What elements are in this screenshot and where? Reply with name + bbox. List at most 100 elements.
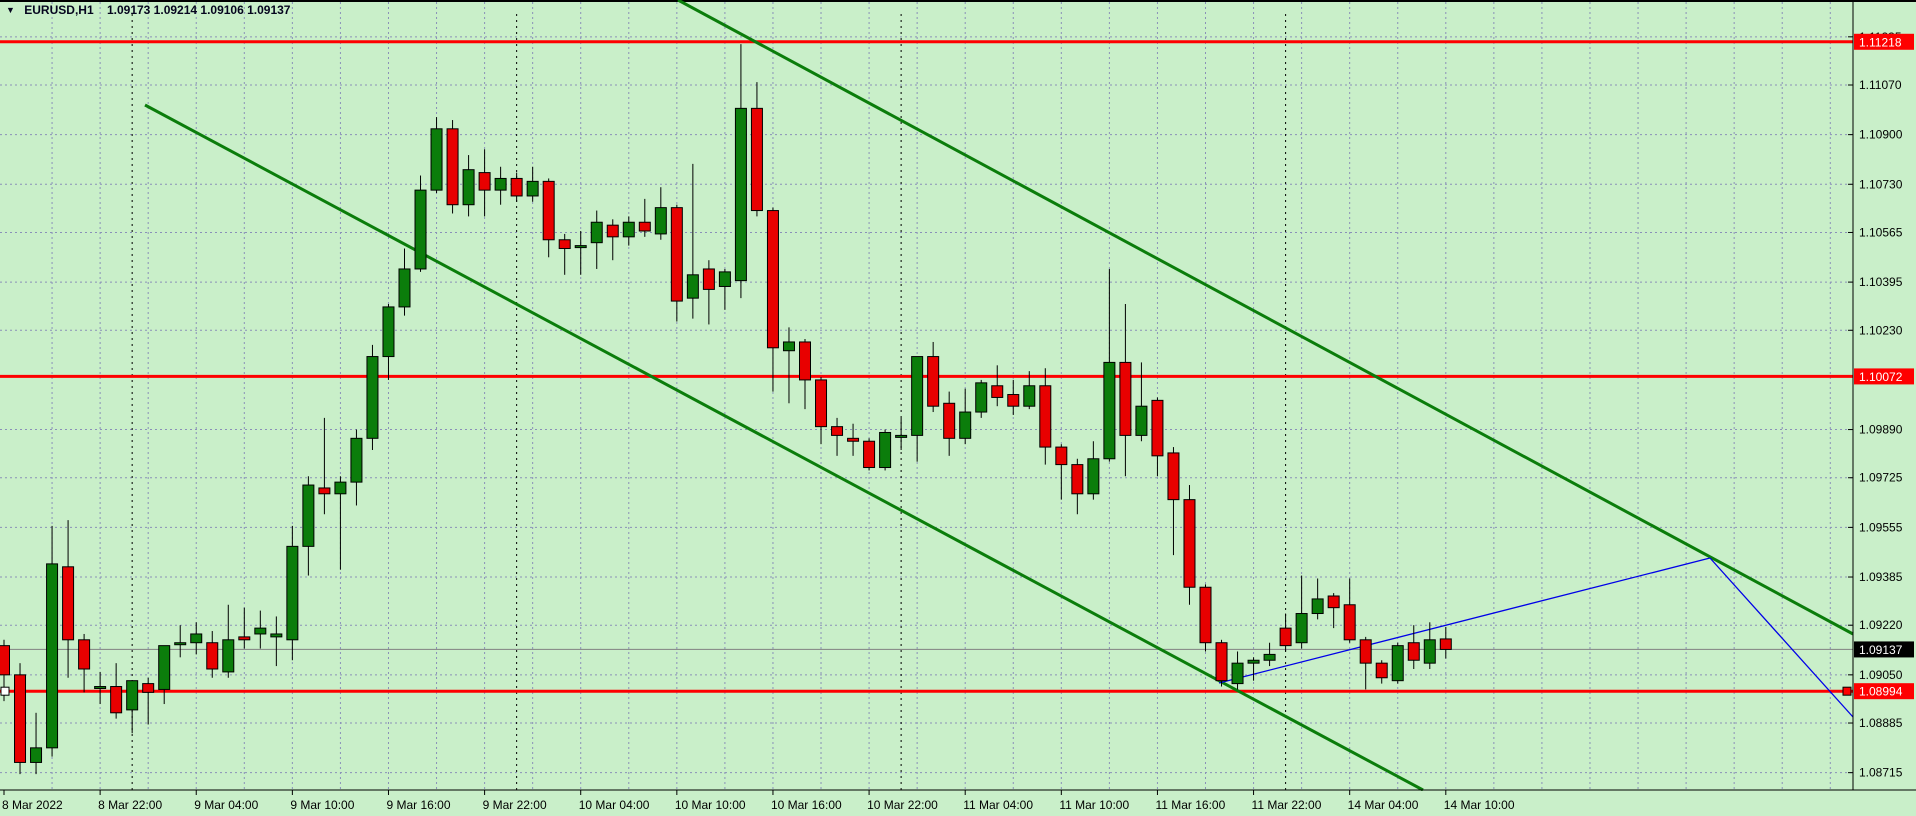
candle-bearish xyxy=(1119,361,1132,436)
candle-bullish xyxy=(1263,653,1276,661)
red-level-label-box[interactable] xyxy=(1854,368,1914,385)
time-axis-label: 8 Mar 2022 xyxy=(2,798,63,812)
candle-bullish xyxy=(526,180,539,197)
candle-bearish xyxy=(638,221,651,232)
candle-bearish xyxy=(1407,642,1420,661)
candle-bearish xyxy=(1071,464,1084,495)
candle-bullish xyxy=(286,545,299,641)
candle-bearish xyxy=(1343,604,1356,641)
candle-bearish xyxy=(863,440,876,469)
time-axis-label: 9 Mar 10:00 xyxy=(290,798,354,812)
dropdown-arrow-icon[interactable]: ▼ xyxy=(6,5,15,15)
candle-bearish xyxy=(542,180,555,241)
candle-bullish xyxy=(270,633,283,638)
hline-left-handle[interactable] xyxy=(0,686,10,696)
candle-bullish xyxy=(334,481,347,495)
hline-right-handle[interactable] xyxy=(1842,686,1852,696)
time-axis-panel xyxy=(0,791,1916,816)
candle-bullish xyxy=(494,177,507,191)
candle-bearish xyxy=(670,207,683,302)
candle-bullish xyxy=(622,221,635,238)
candle-bearish xyxy=(446,128,459,206)
time-axis-label: 9 Mar 22:00 xyxy=(483,798,547,812)
candle-bullish xyxy=(382,306,395,358)
candle-bearish xyxy=(815,379,828,428)
candle-bearish xyxy=(606,224,619,238)
price-axis-label: 1.09050 xyxy=(1859,668,1903,682)
candle-bearish xyxy=(1055,446,1068,466)
candle-bullish xyxy=(782,341,795,352)
time-axis-label: 14 Mar 04:00 xyxy=(1348,798,1419,812)
time-axis-label: 11 Mar 10:00 xyxy=(1059,798,1129,812)
candle-bullish xyxy=(1423,639,1436,664)
candle-bullish xyxy=(1231,662,1244,685)
candle-bearish xyxy=(702,268,715,290)
candle-bullish xyxy=(30,747,43,763)
candle-bullish xyxy=(1311,598,1324,615)
candle-bearish xyxy=(206,642,219,670)
candle-bullish xyxy=(1103,361,1116,460)
ascending-blue-trendline[interactable] xyxy=(1218,557,1711,684)
price-axis-label: 1.09890 xyxy=(1859,423,1903,437)
candle-bullish xyxy=(1295,613,1308,644)
time-axis-label: 10 Mar 16:00 xyxy=(771,798,842,812)
time-axis-label: 10 Mar 10:00 xyxy=(675,798,746,812)
candle-bullish xyxy=(959,411,972,439)
time-axis-label: 10 Mar 04:00 xyxy=(579,798,650,812)
candle-bullish xyxy=(911,356,924,436)
candle-bullish xyxy=(1247,659,1260,664)
candle-bullish xyxy=(254,627,267,635)
candle-bullish xyxy=(350,437,363,483)
candle-bullish xyxy=(895,434,908,438)
candle-bearish xyxy=(62,566,75,641)
candle-bullish xyxy=(174,642,187,646)
price-axis-label: 1.11070 xyxy=(1859,78,1902,92)
candle-bullish xyxy=(686,274,699,299)
time-axis-label: 10 Mar 22:00 xyxy=(867,798,938,812)
candle-bullish xyxy=(414,189,427,270)
price-axis-label: 1.10395 xyxy=(1859,275,1903,289)
price-axis-label: 1.09385 xyxy=(1859,570,1903,584)
red-level-label: 1.08994 xyxy=(1859,685,1903,699)
window-top-border xyxy=(0,0,1916,2)
candle-bearish xyxy=(1039,385,1052,448)
candle-bullish xyxy=(590,221,603,244)
candle-bearish xyxy=(1215,642,1228,682)
candle-bearish xyxy=(78,639,91,670)
candle-bullish xyxy=(94,686,107,690)
candle-bullish xyxy=(1391,645,1404,682)
candle-bullish xyxy=(718,271,731,287)
price-axis-label: 1.09555 xyxy=(1859,520,1903,534)
descending-channel-upper-line[interactable] xyxy=(677,0,1854,636)
price-axis-panel xyxy=(1854,2,1916,816)
candle-bearish xyxy=(1279,627,1292,647)
candle-bullish xyxy=(1135,405,1148,436)
candle-bearish xyxy=(766,210,779,349)
descending-blue-projection[interactable] xyxy=(1709,557,1854,718)
red-level-label-box[interactable] xyxy=(1854,33,1914,50)
current-price-label-box xyxy=(1854,641,1914,658)
candle-bullish xyxy=(190,633,203,644)
candle-bullish xyxy=(734,107,747,282)
candle-bearish xyxy=(799,341,811,381)
red-level-label: 1.11218 xyxy=(1859,35,1902,49)
descending-channel-lower-line[interactable] xyxy=(144,103,1424,792)
candle-bearish xyxy=(1359,639,1372,664)
chart-title: ▼ EURUSD,H1 1.09173 1.09214 1.09106 1.09… xyxy=(6,3,290,17)
price-axis-label: 1.08885 xyxy=(1859,716,1903,730)
candle-bearish xyxy=(1183,499,1196,588)
candle-bearish xyxy=(0,645,10,676)
price-axis-label: 1.10730 xyxy=(1859,177,1903,191)
candle-bearish xyxy=(991,385,1004,398)
price-axis-label: 1.09725 xyxy=(1859,471,1903,485)
time-axis-label: 11 Mar 04:00 xyxy=(963,798,1033,812)
time-axis-label: 9 Mar 16:00 xyxy=(386,798,450,812)
price-axis-label: 1.10900 xyxy=(1859,128,1903,142)
candle-bearish xyxy=(1167,452,1180,501)
candle-bullish xyxy=(654,207,667,235)
candle-bearish xyxy=(1327,595,1340,609)
red-level-label-box[interactable] xyxy=(1854,683,1914,700)
